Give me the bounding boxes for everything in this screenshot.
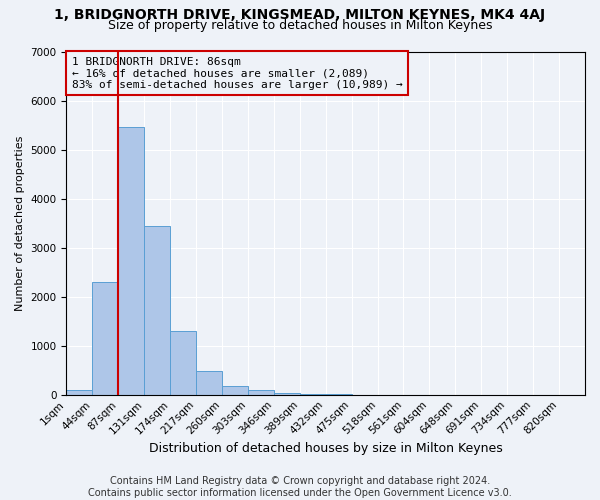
- Bar: [170, 331, 196, 394]
- Bar: [196, 371, 222, 394]
- Bar: [67, 390, 92, 394]
- Bar: [144, 226, 170, 394]
- X-axis label: Distribution of detached houses by size in Milton Keynes: Distribution of detached houses by size …: [149, 442, 503, 455]
- Bar: [222, 386, 248, 394]
- Bar: [118, 128, 144, 394]
- Text: 1 BRIDGNORTH DRIVE: 86sqm
← 16% of detached houses are smaller (2,089)
83% of se: 1 BRIDGNORTH DRIVE: 86sqm ← 16% of detac…: [71, 56, 403, 90]
- Text: Contains HM Land Registry data © Crown copyright and database right 2024.
Contai: Contains HM Land Registry data © Crown c…: [88, 476, 512, 498]
- Text: 1, BRIDGNORTH DRIVE, KINGSMEAD, MILTON KEYNES, MK4 4AJ: 1, BRIDGNORTH DRIVE, KINGSMEAD, MILTON K…: [55, 8, 545, 22]
- Bar: [248, 390, 274, 394]
- Y-axis label: Number of detached properties: Number of detached properties: [15, 136, 25, 311]
- Bar: [92, 282, 118, 395]
- Text: Size of property relative to detached houses in Milton Keynes: Size of property relative to detached ho…: [108, 19, 492, 32]
